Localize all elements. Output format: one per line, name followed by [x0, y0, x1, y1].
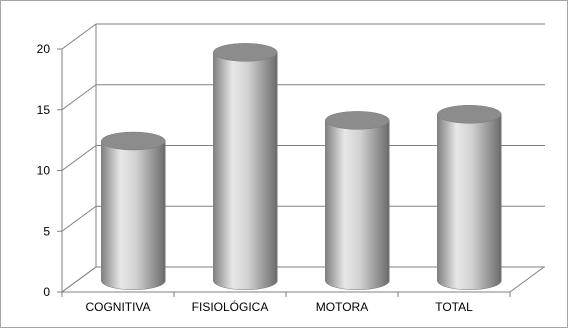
x-tick-label: COGNITIVA [85, 300, 150, 314]
bar-top [437, 105, 502, 124]
x-tick-label: FISIOLÓGICA [192, 299, 269, 314]
gridline-wall [61, 84, 97, 111]
gridline-wall [61, 205, 97, 232]
bar-body [325, 120, 390, 290]
bar-top [101, 131, 166, 151]
labels-layer: 0 5 10 15 20 COGNITIVA FISIOLÓGICA MOTORA TOTAL [37, 42, 473, 314]
bars-layer [101, 43, 502, 290]
bar [325, 111, 390, 290]
y-tick-label: 5 [43, 224, 50, 238]
y-tick-label: 10 [37, 164, 51, 178]
y-tick-label: 20 [37, 42, 51, 56]
floor [60, 266, 546, 293]
x-tick-label: TOTAL [435, 300, 473, 314]
bar [101, 131, 166, 290]
bar-body [437, 114, 502, 290]
bar [213, 43, 278, 290]
bar [437, 105, 502, 290]
y-tick-label: 15 [37, 103, 51, 117]
x-tick-label: MOTORA [316, 300, 368, 314]
bar-body [213, 52, 278, 290]
gridline-wall [61, 23, 97, 50]
bar-top [325, 111, 390, 130]
bar-top [213, 43, 278, 62]
bar-body [101, 140, 166, 290]
gridline-wall [61, 145, 97, 171]
y-tick-label: 0 [43, 285, 50, 299]
